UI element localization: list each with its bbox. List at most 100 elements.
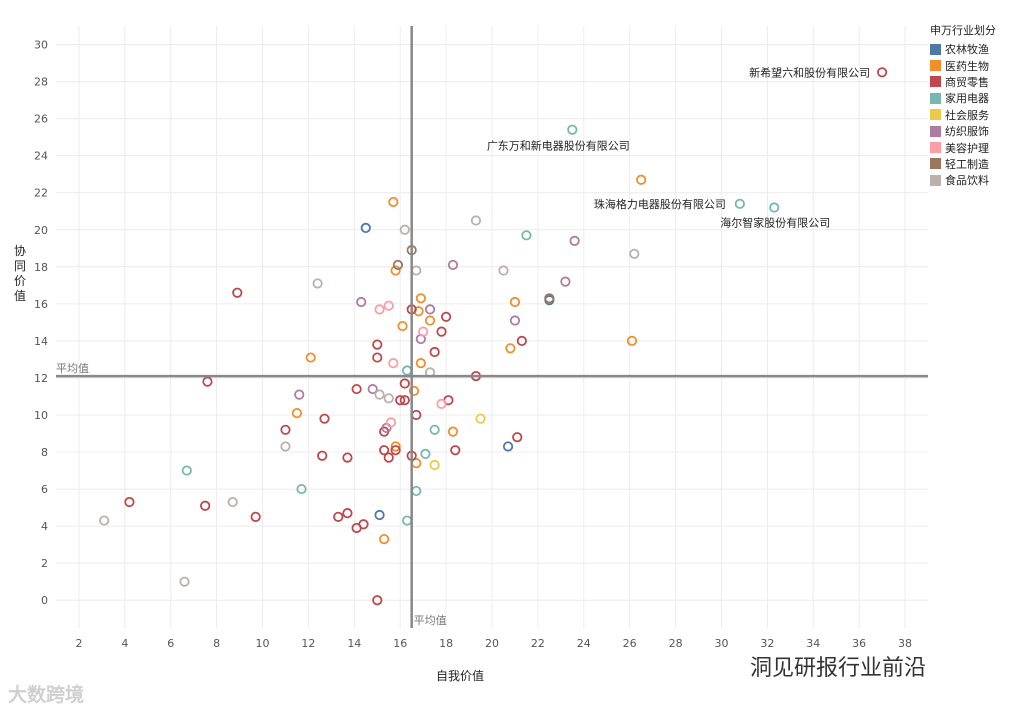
data-point [734, 198, 745, 209]
data-point [342, 508, 353, 519]
data-point [390, 445, 401, 456]
x-tick-label: 14 [347, 637, 361, 650]
x-tick-label: 16 [393, 637, 407, 650]
data-point [877, 67, 888, 78]
data-point [521, 230, 532, 241]
watermark-left: 大数跨境 [8, 684, 85, 706]
data-point [408, 385, 420, 397]
data-point [509, 296, 521, 308]
x-tick-label: 36 [852, 637, 866, 650]
y-tick-label: 10 [34, 409, 48, 422]
legend-item: 食品饮料 [930, 172, 996, 188]
y-average-label: 平均值 [56, 362, 89, 375]
x-average-label: 平均值 [414, 614, 447, 627]
legend-label: 农林牧渔 [945, 43, 989, 57]
data-point [450, 445, 461, 456]
data-point [401, 365, 413, 376]
data-point [424, 304, 436, 315]
data-point [383, 300, 394, 311]
data-point [374, 304, 385, 315]
x-tick-labels: 2 4 6 8 10 12 14 16 18 20 22 24 26 28 30 32 34 36 38 [75, 637, 912, 650]
data-point [418, 326, 429, 337]
data-point [390, 441, 401, 452]
data-point [356, 296, 367, 308]
data-points [99, 67, 888, 606]
legend-swatch [930, 60, 941, 72]
data-point [436, 326, 447, 337]
data-point [567, 124, 578, 135]
x-tick-label: 32 [760, 637, 774, 650]
data-point [372, 339, 383, 350]
data-point [509, 315, 521, 326]
data-point [512, 432, 523, 443]
legend-swatch [930, 43, 941, 55]
data-point [385, 417, 397, 428]
x-tick-label: 8 [213, 637, 220, 650]
legend-swatch [930, 76, 941, 88]
legend-item: 农林牧渔 [930, 41, 996, 57]
point-annotation: 海尔智家股份有限公司 [720, 216, 830, 230]
data-point [498, 265, 509, 276]
y-tick-label: 20 [34, 224, 48, 237]
legend-swatch [930, 109, 941, 121]
point-annotation: 新希望六和股份有限公司 [749, 65, 870, 79]
data-point [319, 413, 330, 424]
data-point [179, 576, 190, 587]
y-tick-label: 4 [41, 520, 48, 533]
y-tick-label: 22 [34, 187, 48, 200]
legend-swatch [930, 158, 941, 170]
data-point [227, 496, 238, 508]
y-tick-label: 6 [41, 483, 48, 496]
x-tick-label: 22 [531, 637, 545, 650]
data-point [420, 448, 431, 459]
legend-item: 家用电器 [930, 90, 996, 106]
data-point [202, 376, 213, 387]
data-point [441, 311, 452, 322]
x-tick-label: 26 [623, 637, 637, 650]
data-point [626, 335, 638, 346]
point-annotation: 珠海格力电器股份有限公司 [594, 197, 726, 211]
legend-label: 医药生物 [945, 59, 989, 73]
legend-swatch [930, 142, 941, 154]
y-tick-label: 16 [34, 298, 48, 311]
legend-title: 申万行业划分 [930, 24, 996, 37]
data-point [388, 196, 399, 208]
legend-swatch [930, 125, 941, 137]
data-point [569, 235, 580, 246]
data-point [360, 222, 371, 234]
data-point [374, 389, 385, 400]
data-point [399, 224, 410, 235]
legend-swatch [930, 174, 941, 186]
y-tick-label: 12 [34, 372, 48, 385]
data-point [436, 398, 447, 409]
data-point [429, 346, 440, 358]
data-point [280, 424, 291, 435]
data-point [411, 265, 422, 276]
data-point [333, 511, 344, 522]
y-tick-label: 14 [34, 335, 48, 348]
data-point [516, 335, 527, 346]
y-tick-label: 26 [34, 113, 48, 126]
data-point [636, 174, 647, 185]
data-point [296, 483, 307, 495]
data-point [374, 509, 385, 521]
legend-swatch [930, 92, 941, 104]
y-tick-label: 8 [41, 446, 48, 459]
annotations: 新希望六和股份有限公司广东万和新电器股份有限公司珠海格力电器股份有限公司海尔智家… [487, 65, 870, 229]
x-tick-label: 34 [806, 637, 820, 650]
y-tick-label: 24 [34, 150, 48, 163]
data-point [447, 259, 459, 271]
data-point [200, 500, 211, 511]
data-point [392, 259, 404, 271]
x-axis-label: 自我价值 [436, 668, 484, 683]
legend-item: 社会服务 [930, 107, 996, 123]
data-point [415, 358, 426, 369]
data-point [232, 287, 243, 298]
data-point [411, 485, 422, 497]
data-point [358, 519, 369, 530]
data-point [388, 358, 399, 369]
legend-items: 农林牧渔 医药生物 商贸零售 家用电器 社会服务 纺织服饰 美容护理 轻工制造 食品饮料 [930, 41, 996, 189]
data-point [379, 445, 390, 456]
